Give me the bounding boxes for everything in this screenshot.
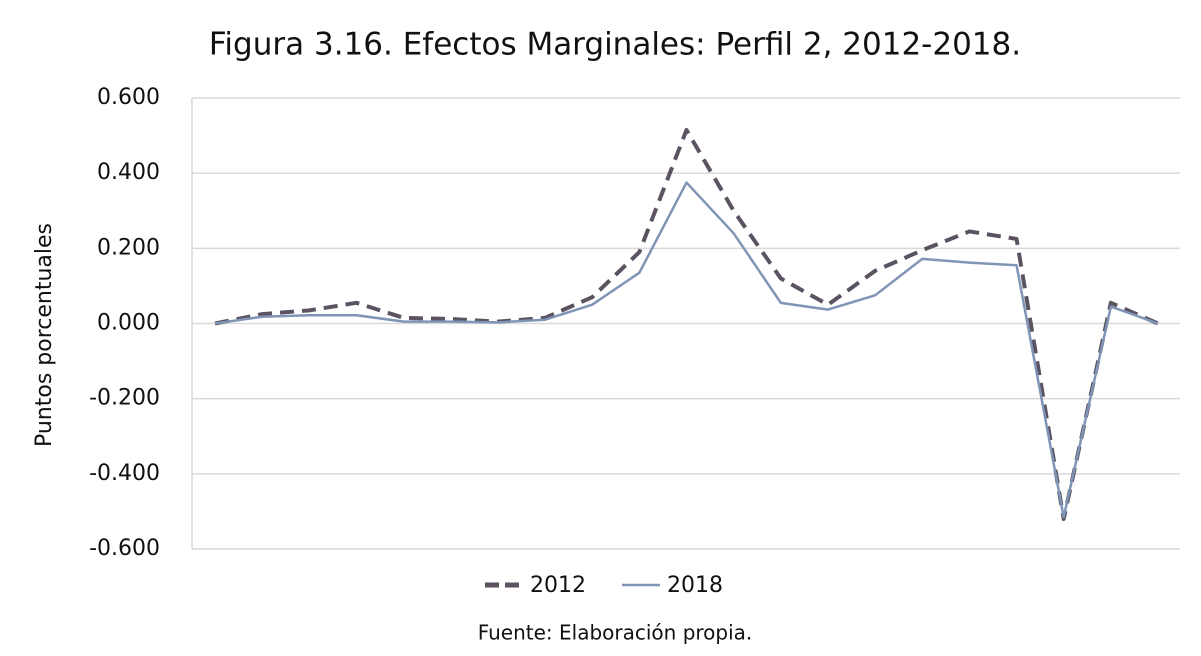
legend-label: 2012 (530, 573, 586, 598)
y-tick-label: -0.600 (89, 536, 160, 561)
line-series (214, 127, 1159, 521)
chart-title: Figura 3.16. Efectos Marginales: Perfil … (209, 27, 1021, 63)
y-tick-label: 0.400 (97, 160, 160, 185)
y-tick-label: 0.200 (97, 235, 160, 260)
source: Fuente: Elaboración propia. (478, 621, 753, 645)
y-tick-label: 0.600 (97, 85, 160, 110)
y-tick-label: -0.400 (89, 461, 160, 486)
y-tick-label: -0.200 (89, 386, 160, 411)
legend-label: 2018 (667, 573, 723, 598)
line-series (214, 181, 1159, 519)
y-tick-label: 0.000 (97, 311, 160, 336)
y-axis-label: Puntos porcentuales (32, 223, 57, 447)
